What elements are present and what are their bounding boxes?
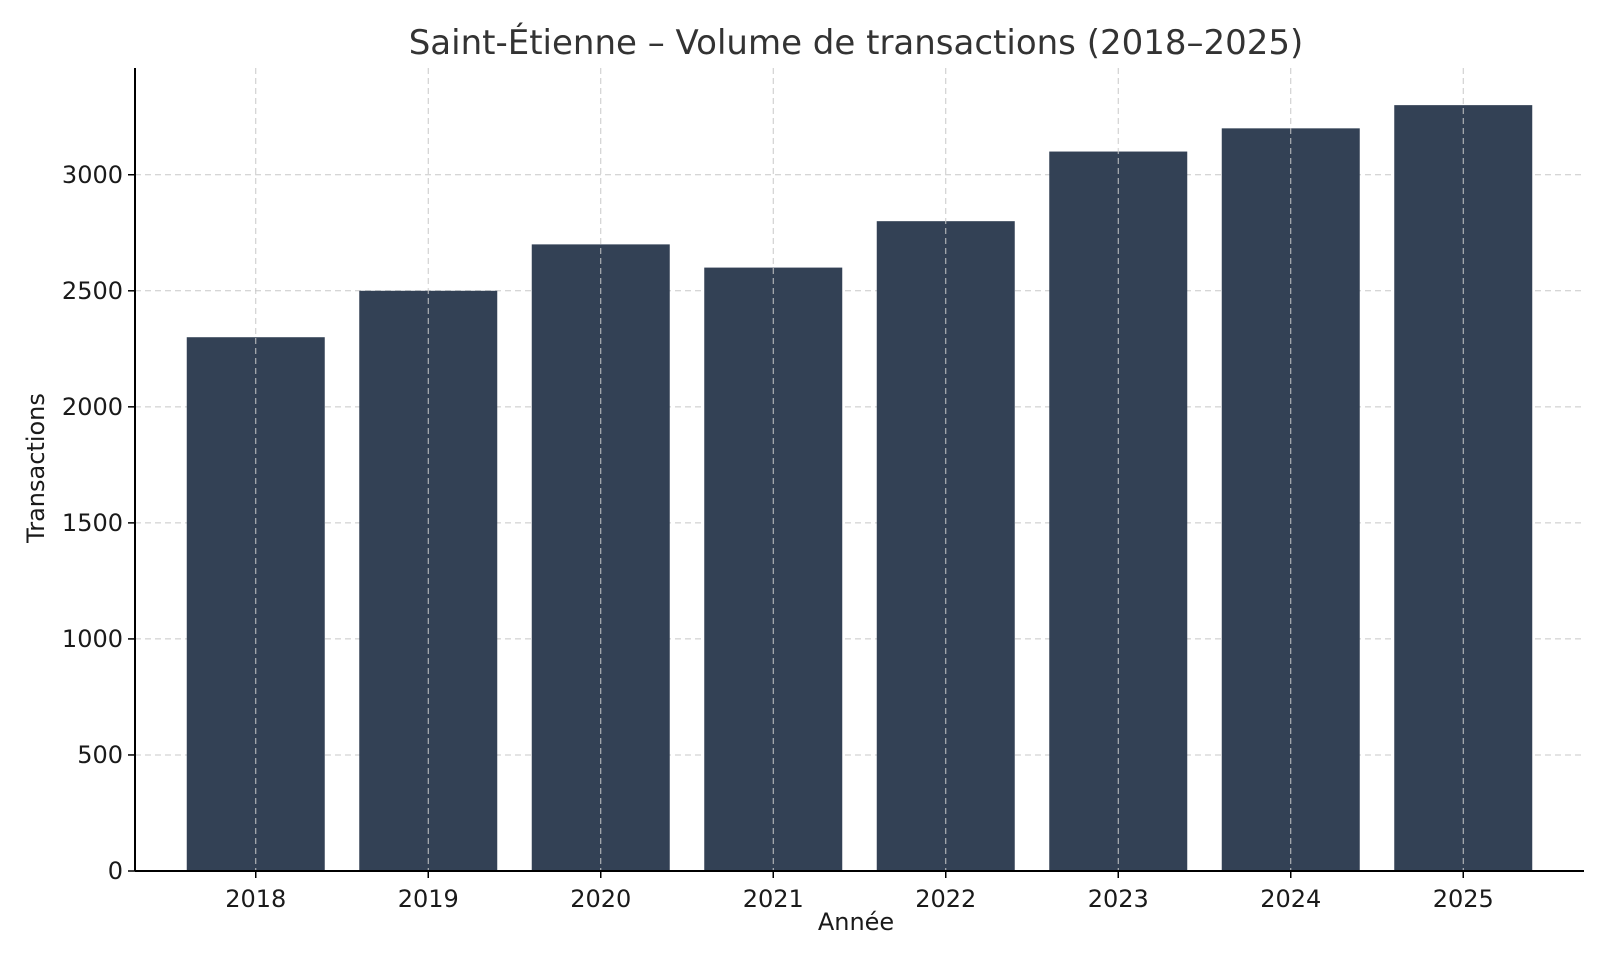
y-tick-label: 2500	[62, 277, 123, 305]
x-tick-label: 2019	[398, 885, 459, 913]
y-axis-label: Transactions	[22, 393, 50, 544]
vertical-grid-layer	[255, 68, 1464, 871]
x-tick-label: 2024	[1260, 885, 1321, 913]
y-tick-label: 3000	[62, 161, 123, 189]
grid-layer	[135, 174, 1584, 756]
x-ticks-layer: 2018 2019 2020 2021 2022 2023 2024 2025	[225, 871, 1494, 913]
x-tick-label: 2018	[225, 885, 286, 913]
y-tick-label: 2000	[62, 393, 123, 421]
y-tick-label: 500	[77, 741, 123, 769]
x-tick-label: 2021	[743, 885, 804, 913]
y-tick-label: 1000	[62, 625, 123, 653]
x-tick-label: 2020	[570, 885, 631, 913]
chart-title: Saint-Étienne – Volume de transactions (…	[409, 22, 1304, 63]
x-tick-label: 2022	[915, 885, 976, 913]
x-tick-label: 2025	[1433, 885, 1494, 913]
x-tick-label: 2023	[1088, 885, 1149, 913]
y-tick-label: 0	[108, 857, 123, 885]
y-tick-label: 1500	[62, 509, 123, 537]
axes-layer	[134, 68, 1584, 872]
x-axis-label: Année	[818, 908, 894, 936]
bars-layer	[186, 105, 1533, 872]
y-ticks-layer: 0 500 1000 1500 2000 2500 3000	[62, 161, 135, 885]
